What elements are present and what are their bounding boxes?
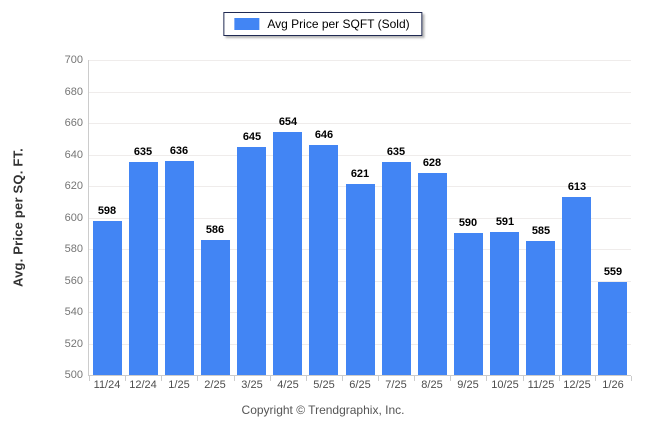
x-axis-tick-label: 1/25 bbox=[168, 379, 190, 391]
gridline bbox=[89, 154, 631, 156]
x-axis-tick bbox=[559, 376, 560, 381]
bar-value-label: 636 bbox=[169, 145, 189, 157]
gridline bbox=[89, 123, 631, 124]
bar bbox=[93, 221, 122, 375]
bar bbox=[129, 162, 158, 375]
y-axis-tick-label: 560 bbox=[64, 274, 83, 287]
plot-area: 700 680 660 640 620 600 580 560 540 520 500 598 11/2… bbox=[65, 55, 632, 391]
x-axis-tick-label: 6/25 bbox=[349, 379, 371, 391]
x-axis-tick bbox=[234, 376, 235, 381]
x-axis-tick-label: 11/24 bbox=[93, 379, 121, 391]
bar-value-label: 559 bbox=[603, 266, 623, 278]
y-axis-tick-label: 660 bbox=[64, 117, 83, 129]
x-axis-tick-label: 12/25 bbox=[563, 379, 591, 391]
bar-value-label: 590 bbox=[458, 217, 478, 229]
y-axis-title: Avg. Price per SQ. FT. bbox=[10, 148, 26, 288]
bar bbox=[490, 232, 519, 375]
x-axis-tick bbox=[523, 376, 524, 381]
bar bbox=[526, 241, 555, 375]
x-axis-tick-label: 4/25 bbox=[277, 379, 299, 391]
x-axis-tick bbox=[125, 376, 126, 381]
x-axis-tick bbox=[631, 376, 632, 381]
x-axis-tick-label: 8/25 bbox=[421, 379, 443, 391]
y-axis-tick-label: 520 bbox=[64, 337, 83, 350]
bar bbox=[454, 233, 483, 375]
bar bbox=[382, 162, 411, 375]
bar-value-label: 635 bbox=[133, 146, 153, 158]
y-axis-tick-label: 540 bbox=[64, 306, 83, 318]
bar-value-label: 645 bbox=[242, 131, 262, 143]
bar-value-label: 586 bbox=[205, 224, 225, 236]
bar bbox=[418, 173, 447, 375]
bar-value-label: 628 bbox=[422, 157, 442, 169]
bar bbox=[201, 240, 230, 375]
bar-value-label: 613 bbox=[567, 181, 587, 193]
x-axis-tick-label: 12/24 bbox=[129, 379, 157, 391]
y-axis-tick-label: 620 bbox=[64, 180, 83, 192]
x-axis-tick-label: 5/25 bbox=[313, 379, 335, 391]
x-axis-tick bbox=[89, 376, 90, 381]
y-axis-tick-label: 700 bbox=[64, 54, 83, 66]
x-axis-tick-label: 7/25 bbox=[385, 379, 407, 391]
x-axis-tick-label: 1/26 bbox=[602, 379, 624, 391]
x-axis-tick-label: 9/25 bbox=[457, 379, 479, 391]
legend: Avg Price per SQFT (Sold) bbox=[223, 12, 423, 36]
bar bbox=[165, 161, 194, 375]
y-axis-tick-label: 600 bbox=[64, 211, 83, 224]
bar bbox=[309, 145, 338, 375]
x-axis-tick bbox=[450, 376, 451, 381]
bar bbox=[346, 184, 375, 375]
x-axis-tick-label: 11/25 bbox=[527, 379, 555, 391]
bar bbox=[237, 147, 266, 375]
bar-value-label: 646 bbox=[314, 129, 334, 141]
bar-value-label: 654 bbox=[278, 116, 298, 128]
legend-label: Avg Price per SQFT (Sold) bbox=[267, 17, 410, 31]
x-axis-tick-label: 3/25 bbox=[241, 379, 263, 391]
y-axis-tick-label: 680 bbox=[64, 85, 83, 98]
bar bbox=[598, 282, 627, 375]
y-axis-tick-label: 500 bbox=[64, 369, 83, 381]
x-axis-tick bbox=[342, 376, 343, 381]
x-axis-tick bbox=[270, 376, 271, 381]
bar-value-label: 598 bbox=[97, 205, 117, 217]
x-axis-tick bbox=[486, 376, 487, 381]
bar-value-label: 621 bbox=[350, 168, 370, 180]
x-axis-tick bbox=[306, 376, 307, 381]
bar bbox=[273, 132, 302, 375]
x-axis-tick-label: 2/25 bbox=[204, 379, 226, 391]
x-axis-tick bbox=[161, 376, 162, 381]
x-axis-tick bbox=[595, 376, 596, 381]
x-axis-tick bbox=[378, 376, 379, 381]
x-axis-tick bbox=[414, 376, 415, 381]
bar-value-label: 635 bbox=[386, 146, 406, 158]
legend-swatch bbox=[234, 18, 260, 30]
bar bbox=[562, 197, 591, 375]
gridline bbox=[89, 91, 631, 93]
bar-value-label: 585 bbox=[531, 225, 551, 237]
bar-value-label: 591 bbox=[495, 216, 515, 228]
gridline bbox=[89, 60, 631, 61]
y-axis-tick-label: 580 bbox=[64, 243, 83, 255]
x-axis-tick bbox=[197, 376, 198, 381]
y-axis-tick-label: 640 bbox=[64, 148, 83, 161]
copyright-text: Copyright © Trendgraphix, Inc. bbox=[241, 403, 405, 417]
x-axis-tick-label: 10/25 bbox=[491, 379, 519, 391]
